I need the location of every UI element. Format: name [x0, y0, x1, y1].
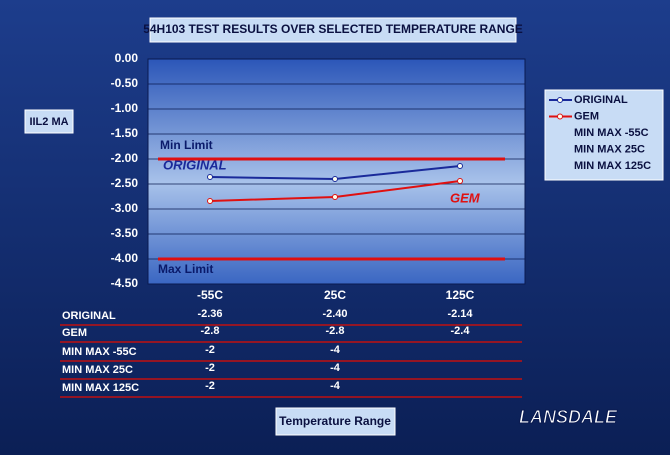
table-row-label: MIN MAX -55C [62, 346, 137, 358]
y-label-box [24, 109, 74, 134]
table-cell: -4 [330, 362, 341, 374]
annotation: Max Limit [158, 262, 213, 276]
legend-marker [557, 97, 563, 103]
legend-label: GEM [574, 110, 599, 122]
x-label-box [275, 407, 396, 436]
table-cell: -4 [330, 380, 341, 392]
annotation: ORIGINAL [163, 157, 227, 172]
table-cell: -2.14 [447, 308, 473, 320]
point [207, 174, 213, 180]
table-row-label: MIN MAX 125C [62, 382, 139, 394]
chart-title: 54H103 TEST RESULTS OVER SELECTED TEMPER… [143, 22, 523, 36]
table-cell: -2.4 [451, 325, 471, 337]
table-cell: -2.8 [201, 325, 220, 337]
annotation: Min Limit [160, 138, 213, 152]
legend-label: ORIGINAL [574, 94, 628, 106]
y-tick-label: -3.50 [111, 226, 139, 240]
table-cell: -4 [330, 344, 341, 356]
point [332, 194, 338, 200]
y-tick-label: -4.00 [111, 251, 139, 265]
point [332, 176, 338, 182]
legend-label: MIN MAX 125C [574, 160, 651, 172]
y-tick-label: -0.50 [111, 76, 139, 90]
x-axis-label: Temperature Range [279, 414, 391, 428]
plot-area [147, 58, 526, 285]
y-tick-label: -2.50 [111, 176, 139, 190]
legend-box [544, 89, 664, 181]
x-tick-label: 25C [324, 288, 346, 302]
y-tick-label: -4.50 [111, 276, 139, 290]
table-cell: -2.8 [326, 325, 345, 337]
table-cell: -2.40 [322, 308, 347, 320]
table-cell: -2 [205, 380, 215, 392]
annotation: GEM [450, 190, 481, 205]
legend-label: MIN MAX -55C [574, 127, 649, 139]
x-tick-label: -55C [197, 288, 223, 302]
x-tick-label: 125C [446, 288, 475, 302]
point [457, 163, 463, 169]
legend-marker [557, 113, 563, 120]
table-cell: -2.36 [197, 308, 222, 320]
y-axis-label: IIL2 MA [29, 116, 68, 128]
logo: LANSDALE [519, 407, 618, 427]
title-box [149, 17, 517, 43]
y-tick-label: -2.00 [111, 151, 139, 165]
table-cell: -2 [205, 344, 215, 356]
y-tick-label: -3.00 [111, 201, 139, 215]
table-row-label: MIN MAX 25C [62, 364, 133, 376]
y-tick-label: -1.50 [111, 126, 139, 140]
y-tick-label: -1.00 [111, 101, 139, 115]
point [457, 178, 463, 184]
table-row-label: ORIGINAL [62, 310, 116, 322]
point [207, 198, 213, 204]
legend-label: MIN MAX 25C [574, 143, 645, 155]
table-cell: -2 [205, 362, 215, 374]
y-tick-label: 0.00 [115, 51, 139, 65]
table-row-label: GEM [62, 327, 87, 339]
